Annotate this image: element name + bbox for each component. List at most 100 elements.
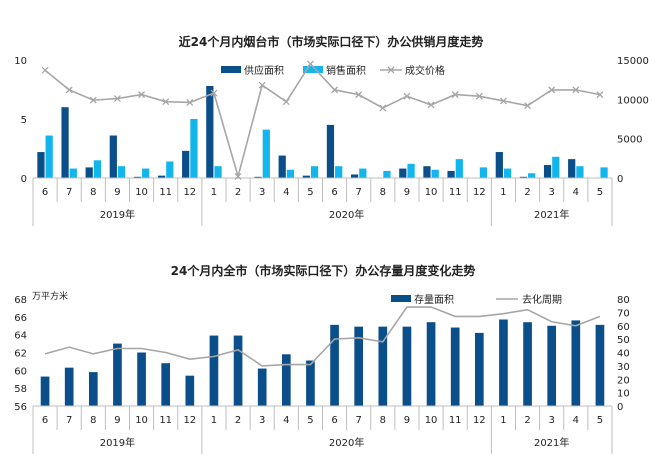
bar-供应面积-21 [543, 165, 552, 178]
y2-tick-label: 50 [617, 335, 630, 346]
legend-label-sales: 销售面积 [326, 64, 366, 77]
legend-swatch-supply [221, 66, 241, 73]
y2-tick-label: 10000 [617, 95, 649, 106]
chart2-unit-label: 万平方米 [32, 290, 68, 302]
x-tick-label: 8 [380, 415, 386, 426]
bar-销售面积-18 [479, 167, 488, 178]
x-tick-label: 11 [159, 415, 172, 426]
x-tick-label: 11 [449, 187, 462, 198]
bar-存量面积-10 [281, 354, 291, 406]
bar-销售面积-15 [407, 163, 415, 178]
line-去化周期 [44, 306, 601, 367]
bar-存量面积-5 [161, 363, 171, 406]
x-tick-label: 6 [331, 415, 337, 426]
bar-销售面积-19 [503, 168, 512, 178]
bar-供应面积-6 [182, 150, 190, 178]
x-tick-label: 8 [90, 415, 96, 426]
bar-销售面积-5 [166, 161, 174, 178]
x-tick-label: 12 [473, 187, 486, 198]
chart1-title: 近24个月内烟台市（市场实际口径下）办公供销月度走势 [179, 34, 484, 49]
point-成交价格-19 [499, 97, 507, 105]
y-tick-label: 10 [14, 56, 27, 67]
bar-销售面积-22 [576, 166, 584, 178]
y2-tick-label: 20 [617, 375, 630, 386]
x-tick-label: 4 [573, 187, 579, 198]
bar-存量面积-7 [209, 335, 219, 406]
x-tick-label: 7 [356, 415, 362, 426]
x-tick-label: 2 [524, 187, 530, 198]
y-tick-label: 5 [21, 115, 27, 126]
x-tick-label: 6 [42, 187, 48, 198]
bar-存量面积-20 [523, 322, 532, 406]
bar-存量面积-8 [233, 335, 243, 406]
y-tick-label: 0 [21, 174, 27, 185]
point-成交价格-16 [427, 101, 435, 109]
year-label: 2019年 [100, 436, 135, 449]
bar-销售面积-16 [431, 169, 439, 178]
x-tick-label: 9 [404, 187, 410, 198]
point-成交价格-7 [210, 89, 218, 97]
bar-销售面积-21 [552, 156, 560, 178]
bar-销售面积-23 [600, 167, 608, 178]
year-label: 2020年 [329, 436, 364, 449]
bar-存量面积-23 [595, 324, 605, 406]
legend-marker-price [387, 66, 395, 74]
x-tick-label: 5 [307, 415, 313, 426]
x-tick-label: 4 [283, 415, 289, 426]
bar-销售面积-17 [455, 159, 463, 178]
bar-供应面积-7 [206, 85, 214, 178]
bar-存量面积-2 [88, 372, 98, 406]
point-成交价格-5 [162, 98, 170, 106]
x-tick-label: 2 [235, 415, 241, 426]
bar-供应面积-0 [37, 152, 45, 178]
point-成交价格-22 [572, 86, 580, 94]
x-tick-label: 8 [90, 187, 96, 198]
legend-label-stock: 存量面积 [414, 293, 454, 306]
point-成交价格-21 [548, 86, 556, 94]
bar-供应面积-9 [254, 176, 262, 178]
bar-供应面积-4 [133, 176, 142, 178]
point-成交价格-14 [379, 104, 387, 112]
bar-供应面积-10 [278, 155, 286, 178]
bar-供应面积-1 [61, 107, 69, 178]
bar-供应面积-5 [157, 175, 166, 178]
year-label: 2019年 [100, 208, 135, 221]
x-tick-label: 10 [425, 415, 438, 426]
bar-供应面积-13 [350, 174, 359, 178]
y2-tick-label: 30 [617, 362, 630, 373]
bar-销售面积-2 [93, 160, 102, 178]
point-成交价格-17 [451, 91, 459, 99]
y2-tick-label: 60 [617, 322, 630, 333]
bar-销售面积-0 [45, 135, 53, 178]
y-tick-label: 66 [14, 313, 27, 324]
y2-tick-label: 40 [617, 349, 630, 360]
point-成交价格-2 [89, 96, 97, 104]
x-tick-label: 12 [183, 415, 196, 426]
x-tick-label: 5 [597, 187, 603, 198]
legend-label-cycle: 去化周期 [522, 293, 562, 306]
bar-供应面积-17 [447, 170, 455, 178]
point-成交价格-18 [475, 92, 483, 100]
bar-存量面积-13 [354, 326, 364, 406]
y-tick-label: 58 [14, 384, 27, 395]
point-成交价格-11 [306, 60, 314, 68]
bar-销售面积-4 [142, 168, 150, 178]
x-tick-label: 3 [549, 187, 555, 198]
bar-存量面积-17 [450, 327, 460, 406]
point-成交价格-4 [138, 91, 146, 99]
bar-存量面积-4 [137, 352, 146, 406]
x-tick-label: 1 [500, 415, 506, 426]
bar-存量面积-0 [40, 376, 50, 406]
x-tick-label: 10 [425, 187, 438, 198]
y-tick-label: 60 [14, 366, 27, 377]
x-tick-label: 1 [211, 187, 217, 198]
x-tick-label: 1 [211, 415, 217, 426]
x-tick-label: 3 [549, 415, 555, 426]
bar-存量面积-9 [257, 368, 267, 406]
bar-供应面积-20 [519, 176, 528, 178]
bar-存量面积-21 [547, 325, 557, 406]
x-tick-label: 6 [331, 187, 337, 198]
bar-存量面积-11 [306, 360, 315, 406]
x-tick-label: 11 [449, 415, 462, 426]
point-成交价格-6 [186, 99, 194, 106]
